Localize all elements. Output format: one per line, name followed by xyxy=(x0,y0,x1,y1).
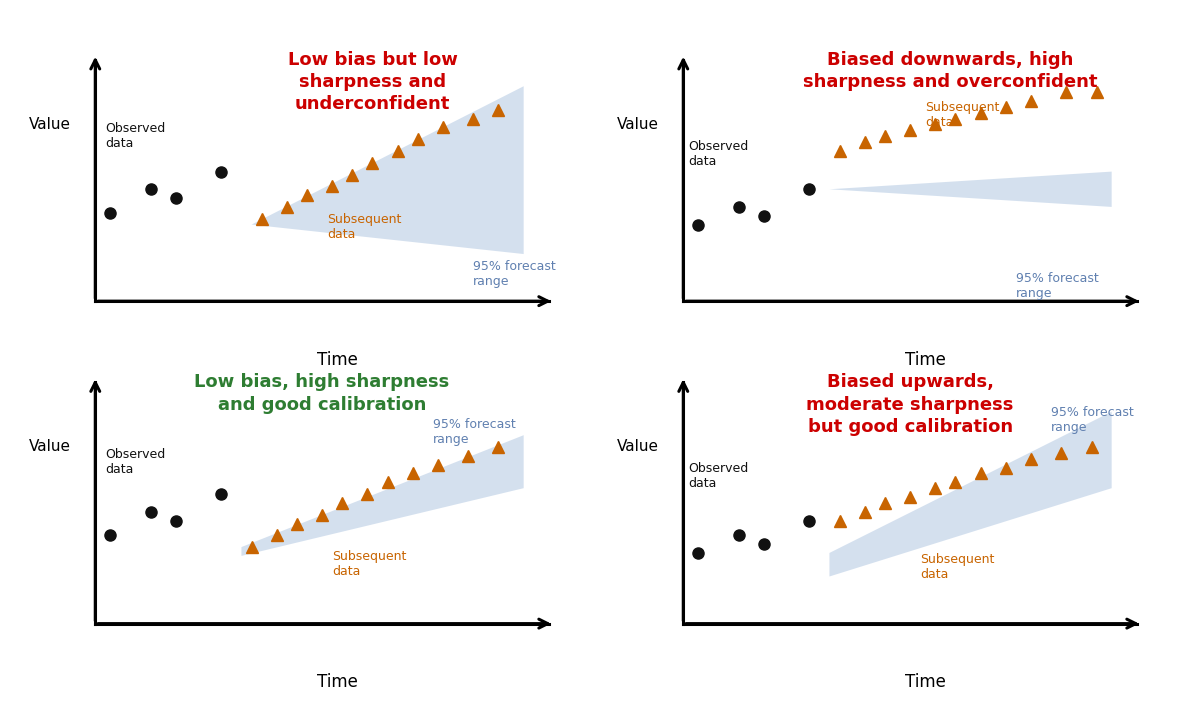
Text: Value: Value xyxy=(29,440,71,454)
Text: 95% forecast
range: 95% forecast range xyxy=(1016,272,1099,300)
Text: 95% forecast
range: 95% forecast range xyxy=(473,260,556,288)
Text: Value: Value xyxy=(29,117,71,132)
Text: Observed
data: Observed data xyxy=(689,463,749,491)
Polygon shape xyxy=(241,435,523,556)
Text: Biased downwards, high
sharpness and overconfident: Biased downwards, high sharpness and ove… xyxy=(803,51,1098,91)
Text: Observed
data: Observed data xyxy=(106,448,166,476)
Text: Subsequent
data: Subsequent data xyxy=(332,550,407,578)
Text: Value: Value xyxy=(617,440,659,454)
Text: Time: Time xyxy=(905,351,946,369)
Text: 95% forecast
range: 95% forecast range xyxy=(1051,406,1134,434)
Text: Subsequent
data: Subsequent data xyxy=(925,101,1000,129)
Text: Subsequent
data: Subsequent data xyxy=(328,213,402,241)
Text: Observed
data: Observed data xyxy=(106,122,166,150)
Text: Biased upwards,
moderate sharpness
but good calibration: Biased upwards, moderate sharpness but g… xyxy=(806,374,1014,436)
Text: Time: Time xyxy=(317,674,358,691)
Text: Value: Value xyxy=(617,117,659,132)
Text: Low bias, high sharpness
and good calibration: Low bias, high sharpness and good calibr… xyxy=(194,374,450,414)
Text: Observed
data: Observed data xyxy=(689,140,749,168)
Polygon shape xyxy=(829,172,1111,207)
Polygon shape xyxy=(829,411,1111,576)
Text: 95% forecast
range: 95% forecast range xyxy=(433,418,516,446)
Text: Low bias but low
sharpness and
underconfident: Low bias but low sharpness and underconf… xyxy=(288,51,457,114)
Text: Time: Time xyxy=(905,674,946,691)
Text: Time: Time xyxy=(317,351,358,369)
Polygon shape xyxy=(252,86,523,254)
Text: Subsequent
data: Subsequent data xyxy=(920,553,995,581)
